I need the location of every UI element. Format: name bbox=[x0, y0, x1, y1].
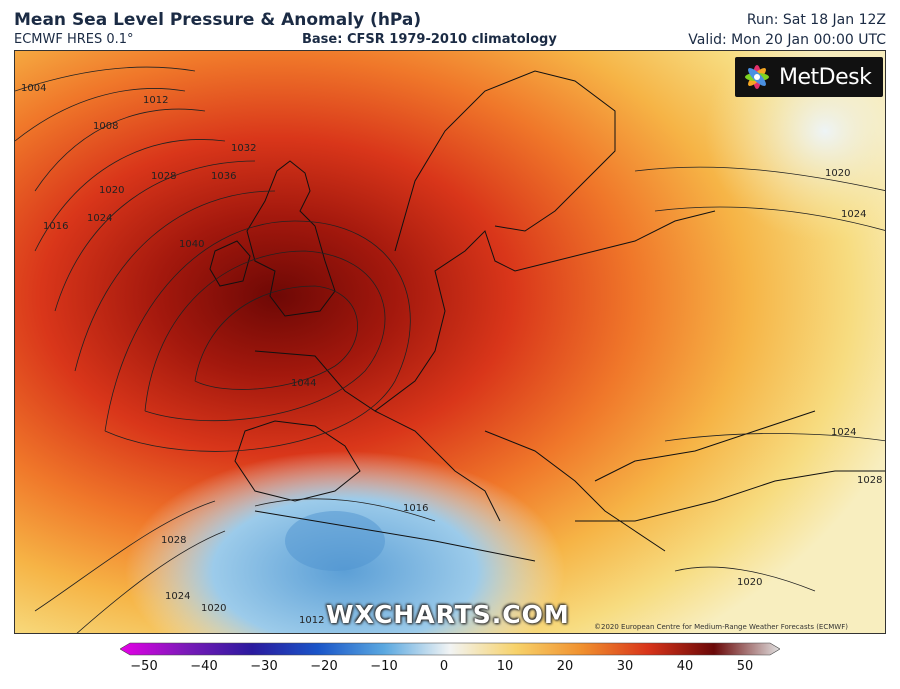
colorbar-tick: 50 bbox=[736, 659, 754, 674]
isobar-label: 1020 bbox=[201, 603, 226, 614]
colorbar-tick: 30 bbox=[616, 659, 634, 674]
isobar-labels: 1004 1008 1012 1016 1020 1024 1028 1032 … bbox=[21, 83, 882, 626]
metdesk-logo: MetDesk bbox=[735, 57, 883, 97]
run-label: Run: Sat 18 Jan 12Z bbox=[746, 12, 886, 28]
base-label: Base: CFSR 1979-2010 climatology bbox=[302, 32, 557, 47]
valid-label: Valid: Mon 20 Jan 00:00 UTC bbox=[688, 32, 886, 48]
colorbar-tick: −20 bbox=[310, 659, 338, 674]
colorbar-tick: 20 bbox=[556, 659, 574, 674]
isobar-label: 1036 bbox=[211, 171, 236, 182]
isobar-label: 1024 bbox=[87, 213, 112, 224]
isobar-label: 1020 bbox=[737, 577, 762, 588]
isobar-label: 1024 bbox=[831, 427, 856, 438]
colorbar-tick: −30 bbox=[250, 659, 278, 674]
chart-title: Mean Sea Level Pressure & Anomaly (hPa) bbox=[14, 10, 422, 30]
coastlines bbox=[209, 70, 885, 562]
isobar-label: 1016 bbox=[403, 503, 428, 514]
pressure-anomaly-map[interactable]: 1004 1008 1012 1016 1020 1024 1028 1032 … bbox=[14, 50, 886, 634]
isobar-label: 1028 bbox=[151, 171, 176, 182]
colorbar-tick: 10 bbox=[496, 659, 514, 674]
isobar-label: 1028 bbox=[161, 535, 186, 546]
isobar-label: 1004 bbox=[21, 83, 46, 94]
isobar-label: 1044 bbox=[291, 378, 316, 389]
colorbar-tick: 0 bbox=[439, 659, 449, 674]
colorbar-tick: −10 bbox=[370, 659, 398, 674]
isobar-label: 1012 bbox=[143, 95, 168, 106]
metdesk-mark-icon bbox=[745, 65, 769, 89]
map-svg: 1004 1008 1012 1016 1020 1024 1028 1032 … bbox=[15, 51, 885, 633]
isobar-label: 1012 bbox=[299, 615, 324, 626]
isobar-label: 1024 bbox=[841, 209, 866, 220]
isobar-label: 1032 bbox=[231, 143, 256, 154]
northeast-neutral-area bbox=[705, 51, 885, 241]
isobar-label: 1016 bbox=[43, 221, 68, 232]
low-core bbox=[285, 511, 385, 571]
credit-text: ©2020 European Centre for Medium-Range W… bbox=[594, 623, 848, 631]
colorbar-tick: −50 bbox=[130, 659, 158, 674]
model-label: ECMWF HRES 0.1° bbox=[14, 32, 134, 47]
isobar-label: 1028 bbox=[857, 475, 882, 486]
colorbar-tick: 40 bbox=[676, 659, 694, 674]
colorbar-tick: −40 bbox=[190, 659, 218, 674]
logo-text: MetDesk bbox=[779, 64, 872, 90]
watermark-text: WXCHARTS.COM bbox=[326, 600, 570, 629]
isobar-label: 1040 bbox=[179, 239, 204, 250]
isobar-label: 1024 bbox=[165, 591, 190, 602]
colorbar bbox=[120, 642, 780, 656]
isobar-label: 1020 bbox=[99, 185, 124, 196]
isobar-label: 1008 bbox=[93, 121, 118, 132]
isobars bbox=[15, 66, 885, 633]
isobar-label: 1020 bbox=[825, 168, 850, 179]
